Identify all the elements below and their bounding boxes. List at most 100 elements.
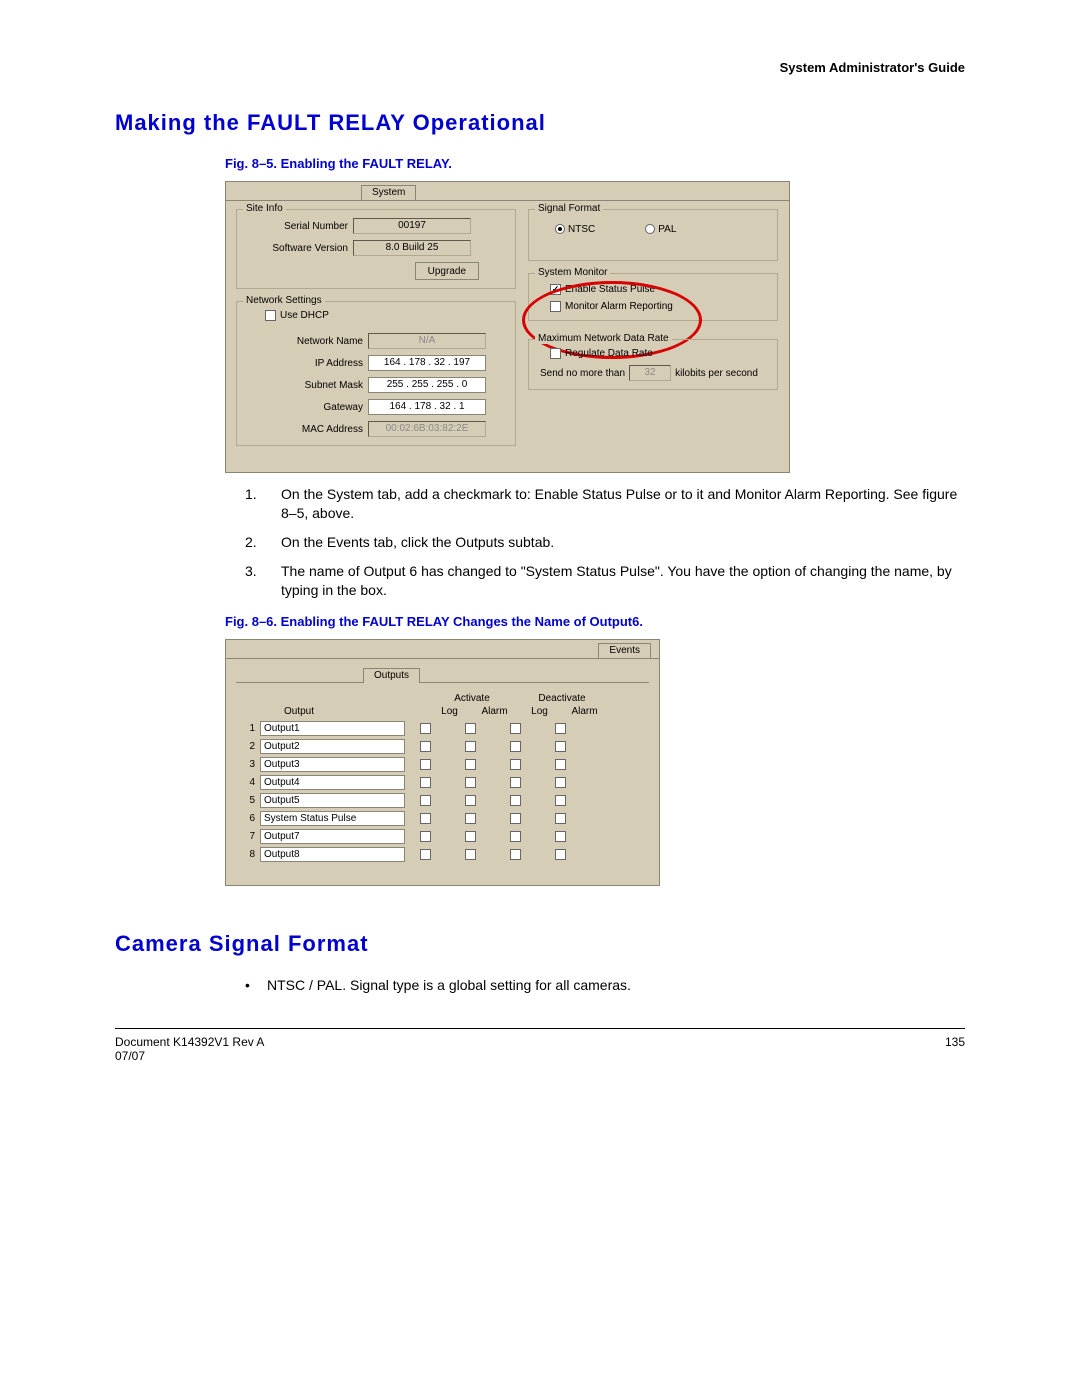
activate-log-checkbox[interactable]: [420, 795, 431, 806]
output-row: 5Output5: [242, 793, 643, 808]
heading-camera-signal: Camera Signal Format: [115, 931, 965, 957]
col-deactivate: Deactivate: [517, 693, 607, 704]
sysmon-title: System Monitor: [535, 267, 610, 278]
softver-value: 8.0 Build 25: [353, 240, 471, 256]
mac-label: MAC Address: [243, 424, 368, 435]
output-name-field[interactable]: Output3: [260, 757, 405, 772]
deactivate-alarm-checkbox[interactable]: [555, 849, 566, 860]
activate-log-checkbox[interactable]: [420, 813, 431, 824]
fig-8-5-caption: Fig. 8–5. Enabling the FAULT RELAY.: [225, 156, 965, 171]
subtab-outputs[interactable]: Outputs: [363, 668, 420, 683]
ntsc-option[interactable]: NTSC: [555, 224, 595, 235]
activate-alarm-checkbox[interactable]: [465, 795, 476, 806]
activate-alarm-checkbox[interactable]: [465, 831, 476, 842]
page-footer: Document K14392V1 Rev A 07/07 135: [115, 1035, 965, 1063]
deactivate-alarm-checkbox[interactable]: [555, 759, 566, 770]
groupbox-site-info: Site Info Serial Number 00197 Software V…: [236, 209, 516, 289]
netname-value: N/A: [368, 333, 486, 349]
groupbox-system-monitor: System Monitor ✓ Enable Status Pulse Mon…: [528, 273, 778, 321]
monitor-alarm-checkbox[interactable]: [550, 301, 561, 312]
activate-alarm-checkbox[interactable]: [465, 759, 476, 770]
netname-label: Network Name: [243, 336, 368, 347]
send-post-label: kilobits per second: [675, 368, 758, 379]
mask-value[interactable]: 255 . 255 . 255 . 0: [368, 377, 486, 393]
output-row: 6System Status Pulse: [242, 811, 643, 826]
tab-system[interactable]: System: [361, 185, 416, 200]
tab-events[interactable]: Events: [598, 643, 651, 658]
system-panel: System Site Info Serial Number 00197 Sof…: [225, 181, 790, 473]
activate-log-checkbox[interactable]: [420, 741, 431, 752]
deactivate-alarm-checkbox[interactable]: [555, 723, 566, 734]
footer-rule: [115, 1028, 965, 1029]
activate-alarm-checkbox[interactable]: [465, 741, 476, 752]
groupbox-signal-format: Signal Format NTSC PAL: [528, 209, 778, 261]
gw-value[interactable]: 164 . 178 . 32 . 1: [368, 399, 486, 415]
fig-8-6-caption: Fig. 8–6. Enabling the FAULT RELAY Chang…: [225, 614, 965, 629]
activate-log-checkbox[interactable]: [420, 723, 431, 734]
activate-alarm-checkbox[interactable]: [465, 813, 476, 824]
step-text: On the System tab, add a checkmark to: E…: [281, 485, 965, 523]
deactivate-log-checkbox[interactable]: [510, 795, 521, 806]
activate-alarm-checkbox[interactable]: [465, 777, 476, 788]
sigfmt-title: Signal Format: [535, 203, 603, 214]
row-index: 2: [242, 741, 260, 752]
deactivate-alarm-checkbox[interactable]: [555, 777, 566, 788]
col-activate: Activate: [427, 693, 517, 704]
activate-log-checkbox[interactable]: [420, 777, 431, 788]
deactivate-log-checkbox[interactable]: [510, 723, 521, 734]
deactivate-log-checkbox[interactable]: [510, 777, 521, 788]
deactivate-alarm-checkbox[interactable]: [555, 741, 566, 752]
deactivate-alarm-checkbox[interactable]: [555, 813, 566, 824]
groupbox-network: Network Settings Use DHCP Network Name N…: [236, 301, 516, 446]
activate-log-checkbox[interactable]: [420, 759, 431, 770]
activate-alarm-checkbox[interactable]: [465, 723, 476, 734]
maxrate-title: Maximum Network Data Rate: [535, 333, 672, 344]
row-index: 5: [242, 795, 260, 806]
groupbox-max-rate: Maximum Network Data Rate Regulate Data …: [528, 339, 778, 390]
enable-pulse-checkbox[interactable]: ✓: [550, 284, 561, 295]
deactivate-log-checkbox[interactable]: [510, 849, 521, 860]
deactivate-alarm-checkbox[interactable]: [555, 795, 566, 806]
enable-pulse-label: Enable Status Pulse: [565, 284, 655, 295]
ntsc-radio[interactable]: [555, 224, 565, 234]
heading-fault-relay: Making the FAULT RELAY Operational: [115, 110, 965, 136]
activate-log-checkbox[interactable]: [420, 849, 431, 860]
bullet-icon: •: [245, 977, 267, 993]
ip-value[interactable]: 164 . 178 . 32 . 197: [368, 355, 486, 371]
use-dhcp-label: Use DHCP: [280, 310, 329, 321]
deactivate-alarm-checkbox[interactable]: [555, 831, 566, 842]
send-value[interactable]: 32: [629, 365, 671, 381]
output-name-field[interactable]: Output5: [260, 793, 405, 808]
pal-option[interactable]: PAL: [645, 224, 676, 235]
softver-label: Software Version: [243, 243, 353, 254]
pal-radio[interactable]: [645, 224, 655, 234]
output-name-field[interactable]: Output7: [260, 829, 405, 844]
output-name-field[interactable]: Output2: [260, 739, 405, 754]
output-name-field[interactable]: Output1: [260, 721, 405, 736]
use-dhcp-checkbox[interactable]: [265, 310, 276, 321]
output-name-field[interactable]: Output8: [260, 847, 405, 862]
activate-alarm-checkbox[interactable]: [465, 849, 476, 860]
site-info-title: Site Info: [243, 203, 286, 214]
row-index: 8: [242, 849, 260, 860]
gw-label: Gateway: [243, 402, 368, 413]
activate-log-checkbox[interactable]: [420, 831, 431, 842]
outputs-panel: Events Outputs Activate Deactivate Outpu…: [225, 639, 660, 886]
output-name-field[interactable]: System Status Pulse: [260, 811, 405, 826]
output-name-field[interactable]: Output4: [260, 775, 405, 790]
col-log: Log: [427, 706, 472, 717]
deactivate-log-checkbox[interactable]: [510, 741, 521, 752]
output-row: 2Output2: [242, 739, 643, 754]
ip-label: IP Address: [243, 358, 368, 369]
regulate-checkbox[interactable]: [550, 348, 561, 359]
deactivate-log-checkbox[interactable]: [510, 813, 521, 824]
col-log: Log: [517, 706, 562, 717]
deactivate-log-checkbox[interactable]: [510, 759, 521, 770]
upgrade-button[interactable]: Upgrade: [415, 262, 479, 280]
output-row: 7Output7: [242, 829, 643, 844]
step-text: On the Events tab, click the Outputs sub…: [281, 533, 965, 552]
deactivate-log-checkbox[interactable]: [510, 831, 521, 842]
col-alarm: Alarm: [562, 706, 607, 717]
step-num: 2.: [245, 533, 281, 552]
regulate-label: Regulate Data Rate: [565, 348, 653, 359]
